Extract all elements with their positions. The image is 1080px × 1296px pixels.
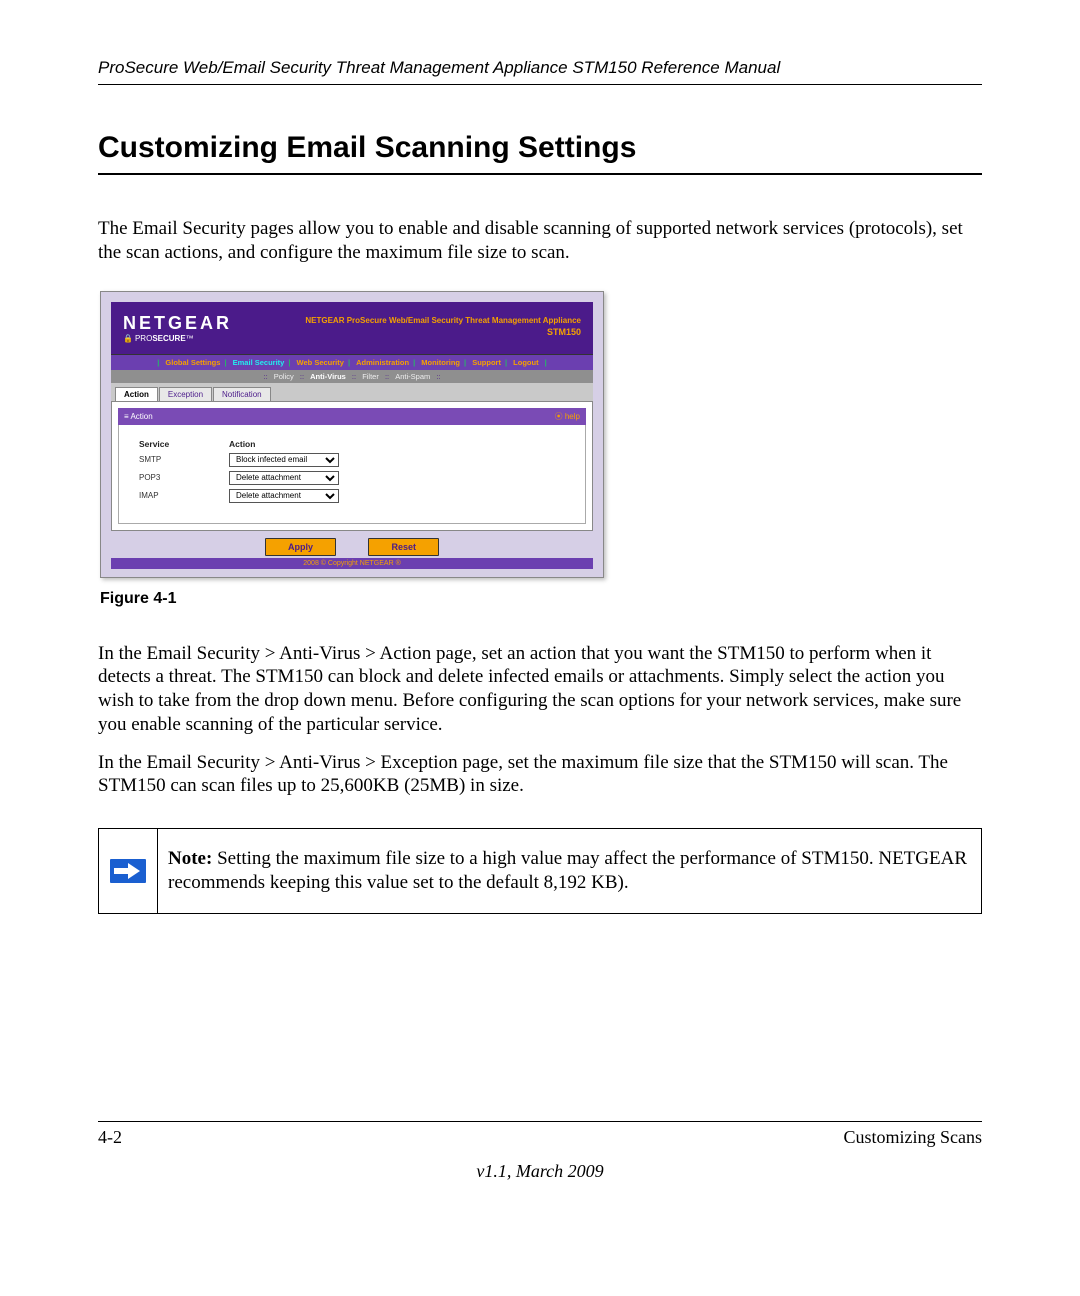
footer-version: v1.1, March 2009 bbox=[0, 1161, 1080, 1182]
subnav-anti-virus[interactable]: Anti-Virus bbox=[308, 372, 348, 381]
intro-paragraph: The Email Security pages allow you to en… bbox=[98, 217, 982, 265]
lock-icon: 🔒 bbox=[123, 334, 133, 343]
apply-button[interactable]: Apply bbox=[265, 538, 336, 556]
nav-global-settings[interactable]: Global Settings bbox=[162, 358, 223, 367]
paragraph-3: In the Email Security > Anti-Virus > Exc… bbox=[98, 751, 982, 799]
note-body: Setting the maximum file size to a high … bbox=[168, 848, 967, 893]
nav-web-security[interactable]: Web Security bbox=[294, 358, 347, 367]
page-number: 4-2 bbox=[98, 1127, 122, 1148]
running-header: ProSecure Web/Email Security Threat Mana… bbox=[98, 58, 982, 85]
subnav-anti-spam[interactable]: Anti-Spam bbox=[393, 372, 432, 381]
paragraph-2: In the Email Security > Anti-Virus > Act… bbox=[98, 642, 982, 737]
row-smtp: SMTP Block infected email bbox=[139, 453, 565, 467]
tab-strip: Action Exception Notification bbox=[111, 383, 593, 401]
row-imap: IMAP Delete attachment bbox=[139, 489, 565, 503]
reset-button[interactable]: Reset bbox=[368, 538, 439, 556]
copyright-bar: 2008 © Copyright NETGEAR ® bbox=[111, 558, 593, 569]
figure-screenshot: NETGEAR 🔒PROSECURE™ NETGEAR ProSecure We… bbox=[100, 291, 604, 578]
note-label: Note: bbox=[168, 848, 212, 869]
footer-section: Customizing Scans bbox=[844, 1127, 983, 1148]
action-select-imap[interactable]: Delete attachment bbox=[229, 489, 339, 503]
action-select-pop3[interactable]: Delete attachment bbox=[229, 471, 339, 485]
page-title: Customizing Email Scanning Settings bbox=[98, 131, 982, 175]
nav-support[interactable]: Support bbox=[469, 358, 504, 367]
help-link[interactable]: ⦿ help bbox=[555, 411, 580, 422]
service-smtp: SMTP bbox=[139, 455, 229, 464]
subnav-filter[interactable]: Filter bbox=[360, 372, 381, 381]
header-model: STM150 bbox=[305, 327, 581, 339]
nav-email-security[interactable]: Email Security bbox=[230, 358, 288, 367]
service-pop3: POP3 bbox=[139, 473, 229, 482]
note-text: Note: Setting the maximum file size to a… bbox=[158, 828, 982, 914]
tab-action[interactable]: Action bbox=[115, 387, 158, 401]
note-box: Note: Setting the maximum file size to a… bbox=[98, 828, 982, 914]
note-icon-cell bbox=[98, 828, 158, 914]
service-imap: IMAP bbox=[139, 491, 229, 500]
footer-rule bbox=[98, 1121, 982, 1122]
nav-monitoring[interactable]: Monitoring bbox=[418, 358, 463, 367]
tab-panel: ≡ Action ⦿ help Service Action SMTP Bloc… bbox=[111, 401, 593, 531]
arrow-icon bbox=[110, 859, 146, 883]
tab-notification[interactable]: Notification bbox=[213, 387, 271, 401]
nav-logout[interactable]: Logout bbox=[510, 358, 541, 367]
col-action: Action bbox=[229, 439, 319, 449]
subnav-policy[interactable]: Policy bbox=[272, 372, 296, 381]
figure-caption: Figure 4-1 bbox=[100, 590, 982, 608]
panel-title: ≡ Action bbox=[124, 412, 153, 421]
main-nav: | Global Settings| Email Security| Web S… bbox=[111, 354, 593, 370]
nav-administration[interactable]: Administration bbox=[353, 358, 412, 367]
action-select-smtp[interactable]: Block infected email bbox=[229, 453, 339, 467]
col-service: Service bbox=[139, 439, 229, 449]
app-header: NETGEAR 🔒PROSECURE™ NETGEAR ProSecure We… bbox=[111, 302, 593, 354]
sub-nav: :: Policy :: Anti-Virus :: Filter :: Ant… bbox=[111, 370, 593, 383]
tab-exception[interactable]: Exception bbox=[159, 387, 212, 401]
brand-subtitle: 🔒PROSECURE™ bbox=[123, 334, 232, 343]
brand-logo: NETGEAR bbox=[123, 313, 232, 334]
row-pop3: POP3 Delete attachment bbox=[139, 471, 565, 485]
header-product-line: NETGEAR ProSecure Web/Email Security Thr… bbox=[305, 316, 581, 325]
panel-header: ≡ Action ⦿ help bbox=[118, 408, 586, 425]
